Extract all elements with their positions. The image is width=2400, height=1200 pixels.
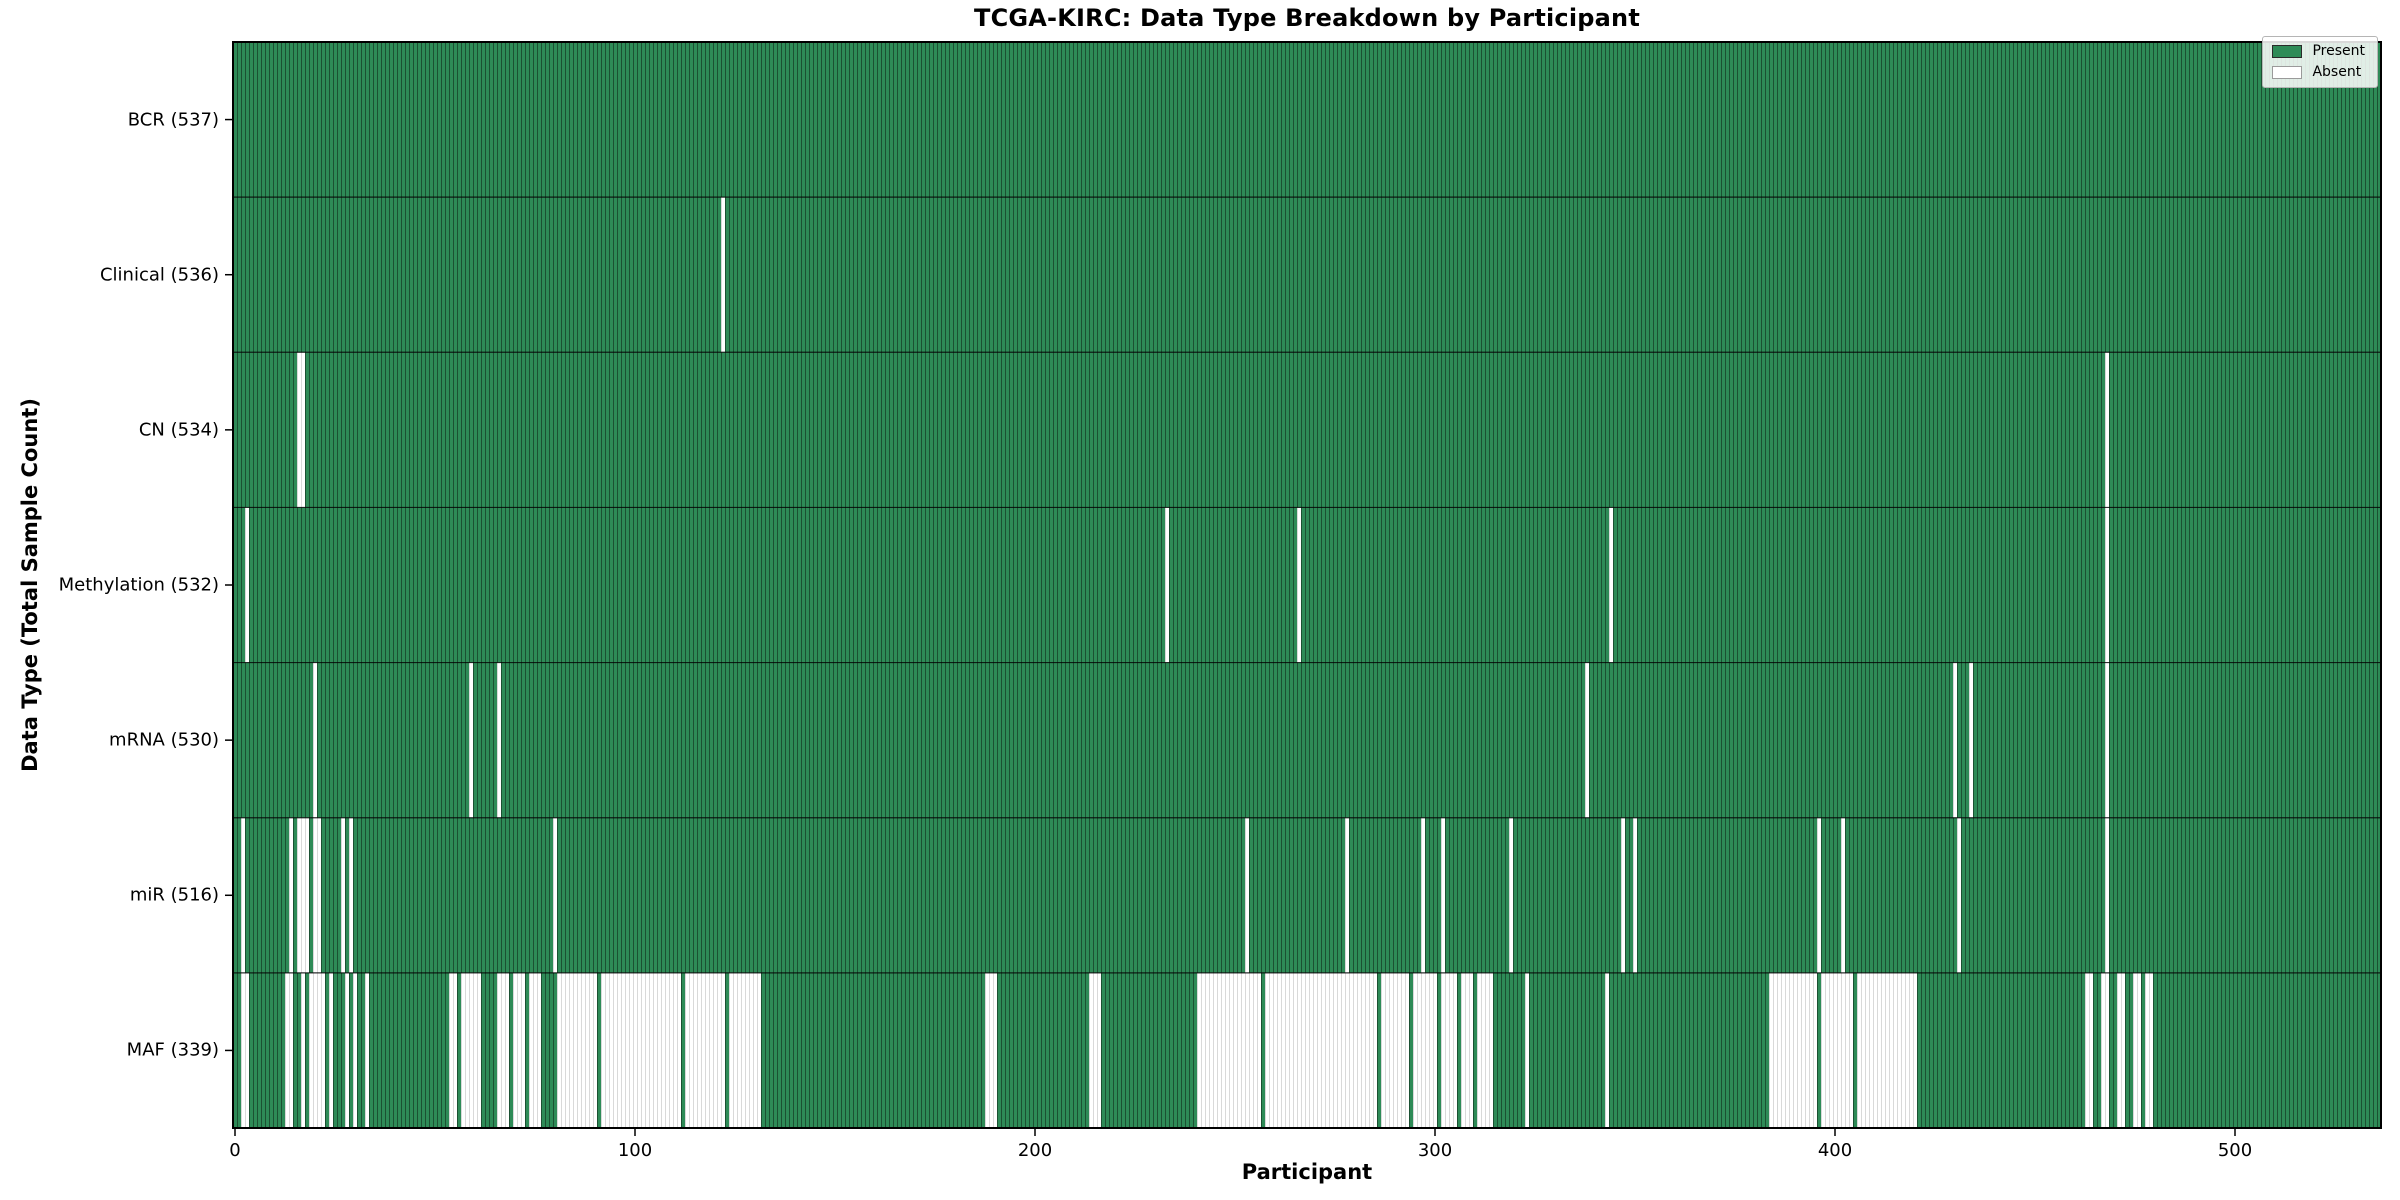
absent-block-edges xyxy=(1605,972,1609,1128)
absent-block-edges xyxy=(1969,662,1973,818)
x-tick-label-0: 0 xyxy=(229,1140,241,1161)
y-axis-label: Data Type (Total Sample Count) xyxy=(18,398,42,772)
chart-title: TCGA-KIRC: Data Type Breakdown by Partic… xyxy=(974,4,1640,32)
absent-block-edges xyxy=(301,972,305,1128)
absent-block-edges xyxy=(313,817,321,973)
y-tick-label-miR: miR (516) xyxy=(129,884,219,906)
absent-block-edges xyxy=(2105,817,2109,973)
absent-block-edges xyxy=(1441,972,1457,1128)
legend-present-swatch-icon xyxy=(2272,45,2303,58)
x-tick-label-400: 400 xyxy=(1817,1140,1853,1161)
absent-block-edges xyxy=(241,817,245,973)
absent-block-edges xyxy=(365,972,369,1128)
absent-block-edges xyxy=(1621,817,1625,973)
absent-block-edges xyxy=(1165,507,1169,663)
absent-block-edges xyxy=(685,972,725,1128)
absent-block-edges xyxy=(341,817,345,973)
absent-block-edges xyxy=(729,972,761,1128)
absent-block-edges xyxy=(309,972,325,1128)
legend: Present Absent xyxy=(2262,36,2378,88)
absent-block-edges xyxy=(1477,972,1493,1128)
absent-block-edges xyxy=(1297,507,1301,663)
absent-block-edges xyxy=(1525,972,1529,1128)
absent-block-edges xyxy=(1857,972,1917,1128)
absent-block-edges xyxy=(601,972,681,1128)
legend-absent-swatch-icon xyxy=(2272,66,2303,79)
absent-block-edges xyxy=(2105,662,2109,818)
absent-block-edges xyxy=(349,817,353,973)
absent-block-edges xyxy=(461,972,481,1128)
absent-block-edges xyxy=(2105,352,2109,508)
absent-block-edges xyxy=(353,972,357,1128)
bar-edges-overlay xyxy=(233,42,2381,1128)
absent-block-edges xyxy=(241,972,249,1128)
absent-block-edges xyxy=(1197,972,1261,1128)
absent-block-edges xyxy=(1089,972,1101,1128)
absent-block-edges xyxy=(497,662,501,818)
absent-block-edges xyxy=(1421,817,1425,973)
absent-block-edges xyxy=(329,972,333,1128)
legend-entry-present: Present xyxy=(2272,44,2365,59)
y-tick-label-Methylation: Methylation (532) xyxy=(58,574,219,596)
absent-block-edges xyxy=(513,972,525,1128)
absent-block-edges xyxy=(449,972,457,1128)
absent-block-edges xyxy=(1461,972,1473,1128)
absent-block-edges xyxy=(1817,817,1821,973)
absent-block-edges xyxy=(1245,817,1249,973)
absent-block-edges xyxy=(1609,507,1613,663)
y-tick-label-BCR: BCR (537) xyxy=(127,109,219,131)
y-tick-label-MAF: MAF (339) xyxy=(126,1039,219,1061)
y-tick-label-CN: CN (534) xyxy=(138,419,219,441)
x-tick-label-100: 100 xyxy=(617,1140,653,1161)
absent-block-edges xyxy=(1381,972,1409,1128)
absent-block-edges xyxy=(1509,817,1513,973)
absent-block-edges xyxy=(985,972,997,1128)
absent-block-edges xyxy=(553,817,557,973)
absent-block-edges xyxy=(529,972,541,1128)
y-tick-label-mRNA: mRNA (530) xyxy=(109,729,219,751)
absent-block-edges xyxy=(1413,972,1437,1128)
absent-block-edges xyxy=(557,972,597,1128)
absent-block-edges xyxy=(2117,972,2125,1128)
absent-block-edges xyxy=(2133,972,2141,1128)
absent-block-edges xyxy=(2101,972,2109,1128)
x-tick-label-500: 500 xyxy=(2217,1140,2253,1161)
x-axis-label: Participant xyxy=(1241,1160,1373,1184)
absent-block-edges xyxy=(285,972,293,1128)
legend-absent-label: Absent xyxy=(2312,64,2362,80)
absent-block-edges xyxy=(345,972,349,1128)
absent-block-edges xyxy=(2145,972,2153,1128)
absent-block-edges xyxy=(1841,817,1845,973)
absent-block-edges xyxy=(1957,817,1961,973)
absent-block-edges xyxy=(245,507,249,663)
absent-block-edges xyxy=(1265,972,1377,1128)
absent-block-edges xyxy=(289,817,293,973)
absent-block-edges xyxy=(497,972,509,1128)
absent-block-edges xyxy=(2105,507,2109,663)
absent-block-edges xyxy=(2085,972,2093,1128)
absent-block-edges xyxy=(1585,662,1589,818)
absent-block-edges xyxy=(1821,972,1853,1128)
absent-block-edges xyxy=(1953,662,1957,818)
absent-block-edges xyxy=(297,352,305,508)
absent-block-edges xyxy=(1769,972,1817,1128)
absent-block-edges xyxy=(469,662,473,818)
x-tick-label-300: 300 xyxy=(1417,1140,1453,1161)
y-tick-label-Clinical: Clinical (536) xyxy=(99,264,219,286)
legend-entry-absent: Absent xyxy=(2272,65,2365,80)
absent-block-edges xyxy=(1633,817,1637,973)
absent-block-edges xyxy=(297,817,309,973)
x-tick-label-200: 200 xyxy=(1017,1140,1053,1161)
absent-block-edges xyxy=(313,662,317,818)
absent-block-edges xyxy=(721,197,725,353)
absent-block-edges xyxy=(1345,817,1349,973)
legend-present-label: Present xyxy=(2312,43,2365,59)
absent-block-edges xyxy=(1441,817,1445,973)
